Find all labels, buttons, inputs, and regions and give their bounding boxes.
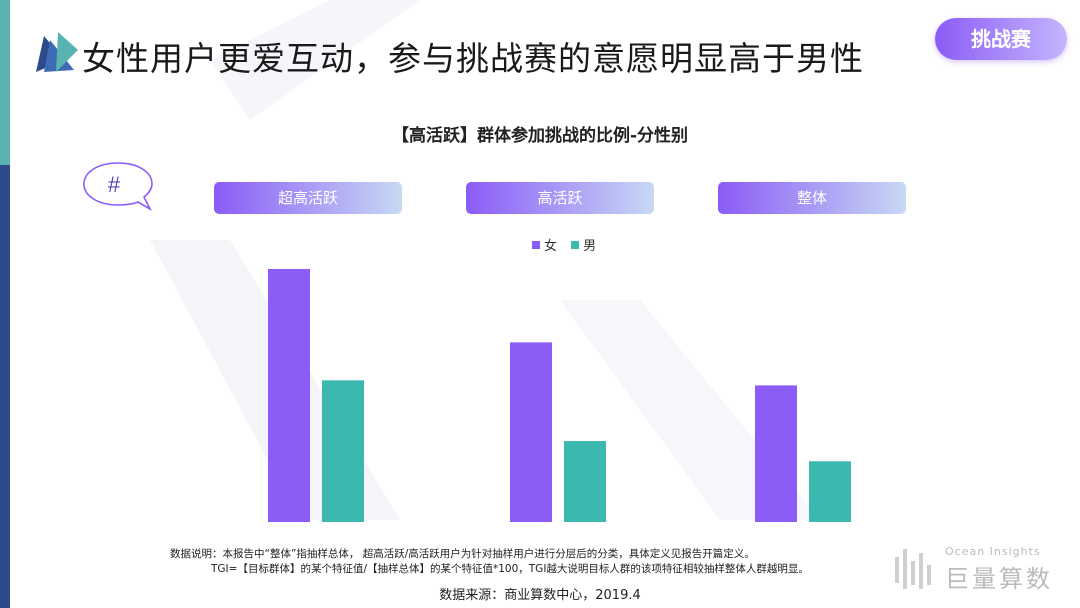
brand-watermark: Ocean Insights 巨量算数 xyxy=(893,545,1063,593)
challenge-tag-button[interactable]: 挑战赛 xyxy=(935,18,1067,60)
bar-male-2 xyxy=(809,461,851,522)
brand-logo-icon xyxy=(36,32,78,72)
legend-item-male: 男 xyxy=(571,235,596,254)
bar-female-0 xyxy=(268,269,310,522)
category-label-super-active: 超高活跃 xyxy=(214,182,402,214)
brand-bars-icon xyxy=(895,549,931,589)
hash-symbol: # xyxy=(108,172,121,197)
left-accent-bar-top xyxy=(0,0,10,165)
page-title: 女性用户更爱互动，参与挑战赛的意愿明显高于男性 xyxy=(82,39,864,78)
legend-label-male: 男 xyxy=(583,239,597,254)
bar-male-1 xyxy=(564,441,606,522)
left-accent-bar-bottom xyxy=(0,165,10,608)
brand-name-en: Ocean Insights xyxy=(945,545,1041,558)
bar-male-0 xyxy=(322,380,364,522)
legend-swatch-male xyxy=(571,240,580,249)
bar-female-2 xyxy=(755,385,797,522)
legend-swatch-female xyxy=(532,240,540,249)
category-label-high-active: 高活跃 xyxy=(466,182,654,214)
chart-legend: 女 男 xyxy=(532,235,606,254)
brand-name-cn: 巨量算数 xyxy=(945,565,1053,593)
data-source: 数据来源：商业算数中心，2019.4 xyxy=(439,588,641,603)
legend-item-female: 女 xyxy=(532,235,557,254)
category-label-overall: 整体 xyxy=(718,182,906,214)
chart-title: 【高活跃】群体参加挑战的比例-分性别 xyxy=(391,126,689,146)
hashtag-bubble-icon: # xyxy=(83,162,153,212)
bar-female-1 xyxy=(510,342,552,522)
data-note-line-1: 数据说明：本报告中“整体”指抽样总体， 超高活跃/高活跃用户为针对抽样用户进行分… xyxy=(170,548,755,560)
legend-label-female: 女 xyxy=(544,239,558,254)
data-note-line-2: TGI=【目标群体】的某个特征值/【抽样总体】的某个特征值*100，TGI越大说… xyxy=(211,563,809,575)
